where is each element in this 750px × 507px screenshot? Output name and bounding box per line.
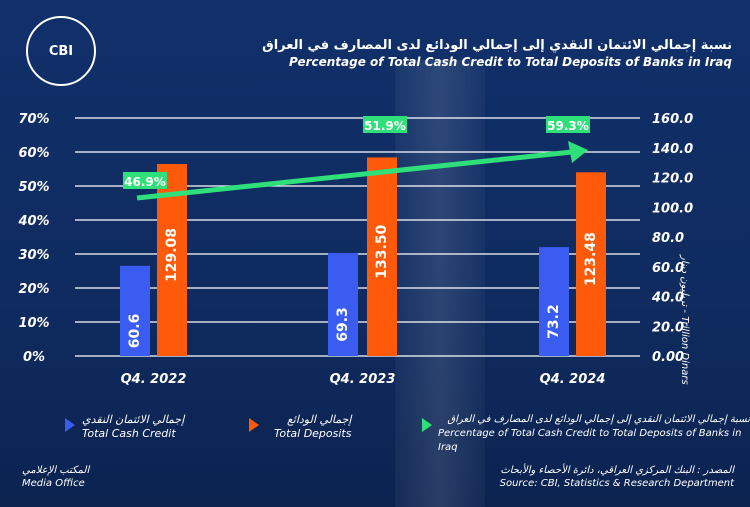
credit-value-label: 73.2 (546, 304, 562, 339)
ratio-label-box (363, 116, 407, 133)
right-axis-label-en: Trillion Dinars (679, 316, 690, 385)
deposits-value-label: 129.08 (164, 228, 180, 282)
right-axis-label: تريليون دينار - Trillion Dinars (679, 255, 690, 385)
legend-credit: إجمالي الائتمان النقدي Total Cash Credit (82, 413, 184, 441)
credit-bar (120, 265, 150, 356)
title-english: Percentage of Total Cash Credit to Total… (288, 55, 732, 69)
ratio-label-box (123, 172, 167, 189)
logo-text: CBI (48, 43, 74, 59)
legend-credit-ar: إجمالي الائتمان النقدي (82, 413, 185, 426)
right-tick-label: 120.0 (652, 172, 693, 187)
legend-ratio-en: Percentage of Total Cash Credit to Total… (438, 428, 742, 453)
chart: 0% 10% 20% 30% 40% 50% 60% 70% 0.00 20.0 40.0 60.0 8… (17, 112, 693, 387)
right-tick-label: 160.0 (652, 112, 693, 127)
source-ar: المصدر : البنك المركزي العراقي، دائرة ال… (500, 465, 734, 476)
ratio-value-label: 46.9% (124, 175, 166, 189)
cbi-logo: CBI (26, 16, 96, 86)
left-tick-label: 0% (23, 350, 45, 365)
source: المصدر : البنك المركزي العراقي، دائرة ال… (500, 464, 734, 490)
ratio-trend-line (136, 149, 573, 201)
media-office-ar: المكتب الإعلامي (22, 465, 90, 476)
deposits-bar (367, 157, 397, 356)
right-tick-label: 60.0 (652, 261, 684, 276)
background-building (395, 60, 485, 507)
credit-value-label: 60.6 (127, 314, 143, 349)
left-tick-label: 20% (18, 282, 49, 297)
credit-bar (328, 252, 358, 356)
right-tick-label: 0.00 (652, 350, 684, 365)
title-arabic: نسبة إجمالي الائتمان النقدي إلى إجمالي ا… (262, 38, 732, 53)
credit-value-label: 69.3 (335, 307, 351, 342)
ratio-value-label: 59.3% (547, 119, 589, 133)
legend-ratio-marker (422, 418, 432, 432)
deposits-bar (576, 172, 606, 356)
right-tick-label: 20.0 (652, 320, 684, 335)
legend-deposits-ar: إجمالي الودائع (286, 413, 352, 426)
left-tick-label: 30% (18, 248, 49, 263)
deposits-value-label: 133.50 (374, 224, 390, 278)
x-tick-label: Q4. 2023 (330, 372, 396, 387)
deposits-value-label: 123.48 (583, 232, 599, 286)
legend-deposits-en: Total Deposits (274, 427, 352, 440)
left-tick-label: 10% (18, 316, 49, 331)
legend-ratio: نسبة إجمالي الائتمان النقدي إلى إجمالي ا… (438, 413, 750, 455)
legend-credit-marker (65, 418, 75, 432)
legend-deposits: إجمالي الودائع Total Deposits (274, 413, 351, 441)
x-tick-label: Q4. 2024 (540, 372, 606, 387)
legend-credit-en: Total Cash Credit (82, 427, 176, 440)
right-tick-label: 140.0 (652, 142, 693, 157)
left-tick-label: 70% (18, 112, 49, 127)
right-tick-label: 80.0 (652, 231, 684, 246)
right-axis-label-ar: تريليون دينار (679, 255, 690, 307)
media-office: المكتب الإعلامي Media Office (22, 464, 89, 490)
ratio-label-box (546, 116, 590, 133)
ratio-arrowhead (568, 141, 588, 163)
ratio-value-label: 51.9% (364, 119, 406, 133)
legend-ratio-ar: نسبة إجمالي الائتمان النقدي إلى إجمالي ا… (447, 414, 750, 425)
media-office-en: Media Office (22, 478, 85, 489)
left-tick-label: 50% (18, 180, 49, 195)
x-tick-label: Q4. 2022 (121, 372, 187, 387)
left-tick-label: 40% (17, 214, 49, 229)
legend-deposits-marker (249, 418, 259, 432)
credit-bar (539, 247, 569, 356)
right-tick-label: 40.0 (651, 291, 684, 306)
source-en: Source: CBI, Statistics & Research Depar… (499, 478, 734, 489)
left-tick-label: 60% (18, 146, 49, 161)
right-tick-label: 100.0 (652, 201, 693, 216)
